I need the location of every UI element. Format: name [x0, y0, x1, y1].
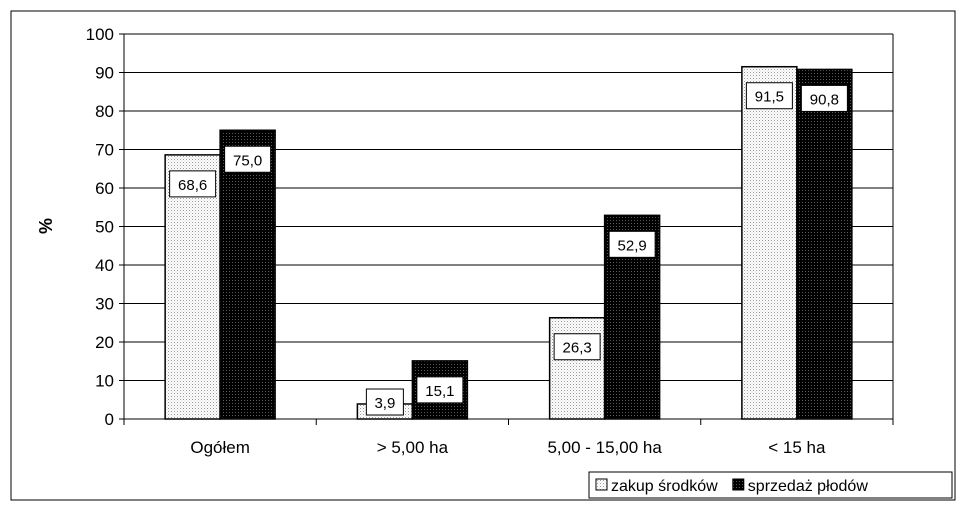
y-tick-label: 60 — [95, 179, 114, 198]
bar-zakup-2 — [548, 316, 606, 420]
legend-box — [588, 471, 953, 499]
bar-sprzedaz-0 — [219, 129, 276, 420]
y-tick-label: 100 — [86, 25, 114, 44]
bar-sprzedaz-3 — [796, 68, 853, 420]
bar-zakup-3 — [741, 65, 798, 420]
x-tick-label: Ogółem — [190, 438, 250, 457]
data-label: 3,9 — [374, 395, 395, 412]
y-tick-label: 20 — [95, 333, 114, 352]
y-tick-label: 70 — [95, 141, 114, 160]
axes: 0 10 20 30 40 50 60 70 80 90 100 Ogółem > 5,00 ha 5,0… — [86, 25, 894, 457]
data-label: 90,8 — [810, 91, 839, 108]
data-label: 75,0 — [233, 152, 262, 169]
x-tick-label: 5,00 - 15,00 ha — [547, 438, 662, 457]
data-label-box — [416, 376, 464, 404]
y-tick-label: 80 — [95, 102, 114, 121]
legend-label-1: sprzedaż płodów — [748, 478, 869, 495]
data-label-box — [553, 333, 601, 361]
y-tick-label: 90 — [95, 64, 114, 83]
data-label-box — [365, 388, 404, 416]
x-tick-label: < 15 ha — [768, 438, 826, 457]
bar-zakup-0 — [164, 154, 221, 420]
data-label: 26,3 — [563, 340, 592, 357]
legend: zakup środków sprzedaż płodów — [588, 471, 953, 499]
legend-swatch-0 — [595, 478, 608, 491]
data-labels: 68,6 75,0 3,9 15,1 26,3 52,9 91,5 90,8 — [169, 82, 848, 416]
y-tick-label: 50 — [95, 218, 114, 237]
data-label-box — [745, 82, 793, 110]
data-label: 91,5 — [755, 89, 784, 106]
y-tick-label: 40 — [95, 256, 114, 275]
data-label: 15,1 — [425, 383, 454, 400]
data-label: 68,6 — [178, 177, 207, 194]
data-label-box — [608, 230, 656, 258]
data-label-box — [224, 145, 272, 173]
data-label-box — [800, 84, 848, 112]
y-tick-label: 30 — [95, 295, 114, 314]
legend-swatch-1 — [732, 478, 745, 491]
y-tick-label: 0 — [105, 410, 114, 429]
data-label-box — [169, 170, 217, 198]
y-tick-label: 10 — [95, 372, 114, 391]
x-tick-label: > 5,00 ha — [377, 438, 449, 457]
legend-label-0: zakup środków — [611, 478, 718, 495]
data-label: 52,9 — [618, 237, 647, 254]
y-axis-title: % — [36, 218, 56, 234]
bars — [164, 65, 853, 420]
